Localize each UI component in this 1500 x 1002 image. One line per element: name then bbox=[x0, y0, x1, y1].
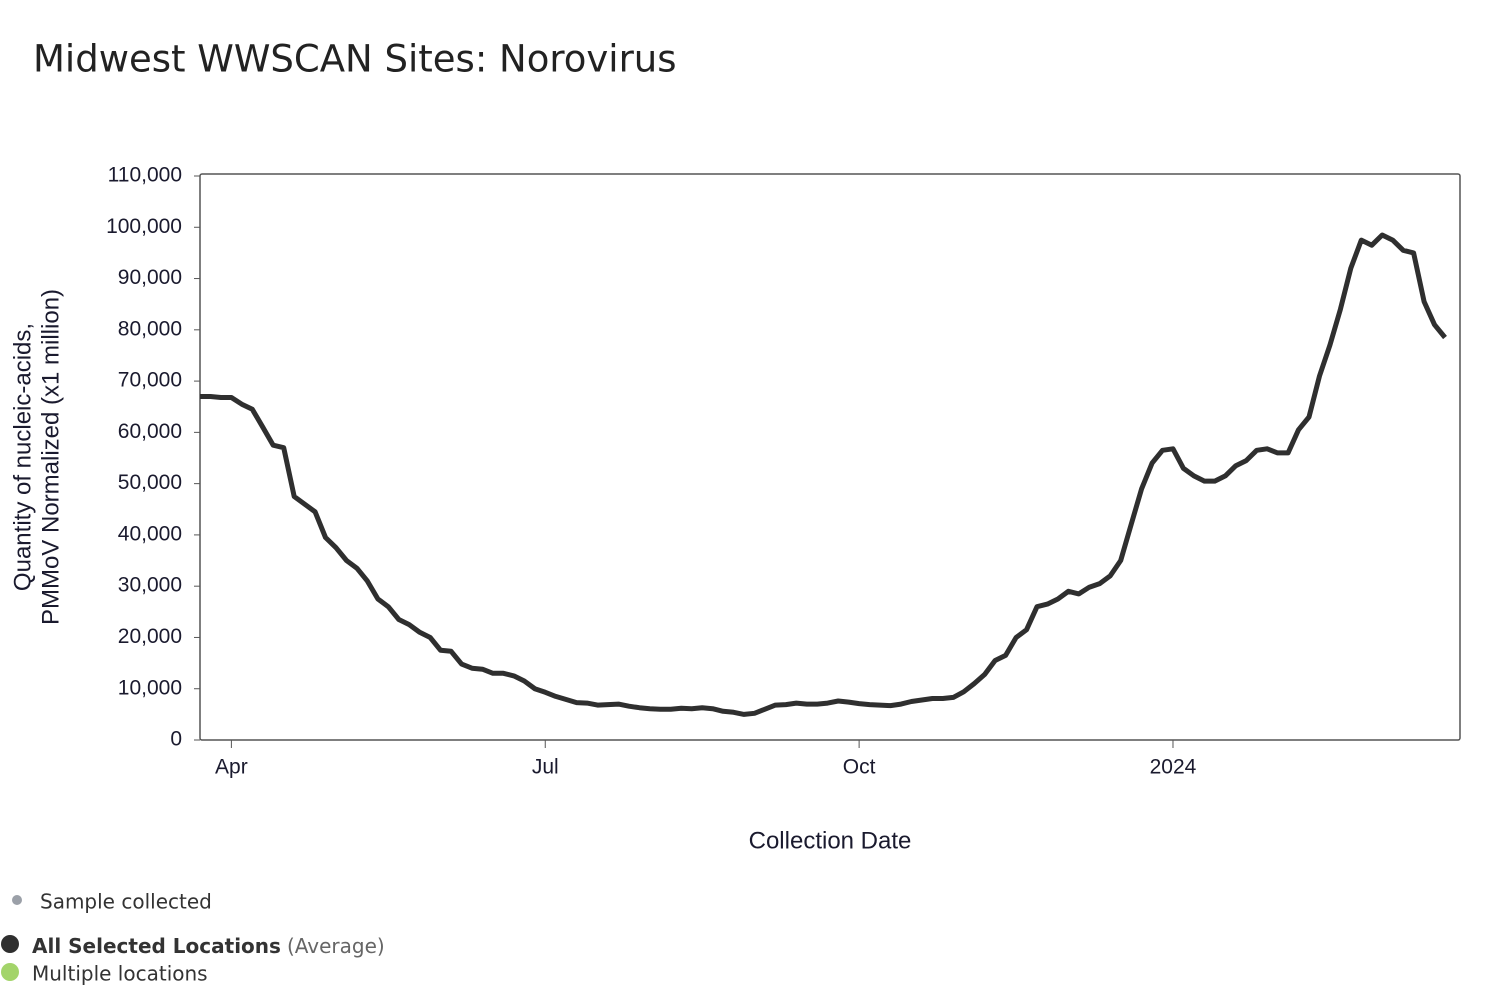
x-tick-label: Jul bbox=[532, 756, 559, 779]
y-tick-label: 110,000 bbox=[108, 164, 182, 187]
x-tick-label: Oct bbox=[843, 756, 876, 779]
legend-label: Multiple locations bbox=[32, 962, 208, 986]
y-tick-label: 0 bbox=[170, 728, 182, 751]
y-axis-label: Quantity of nucleic-acids, bbox=[9, 323, 36, 591]
legend-dot bbox=[1, 963, 19, 981]
data-line bbox=[200, 232, 1447, 717]
y-tick-label: 40,000 bbox=[118, 522, 182, 545]
legend-dot bbox=[12, 895, 22, 905]
y-axis-label: PMMoV Normalized (x1 million) bbox=[37, 289, 64, 625]
y-tick-label: 80,000 bbox=[118, 317, 182, 340]
y-tick-label: 10,000 bbox=[118, 676, 182, 699]
legend-label: All Selected Locations (Average) bbox=[32, 934, 385, 958]
y-tick-label: 60,000 bbox=[118, 420, 182, 443]
y-tick-label: 100,000 bbox=[106, 215, 182, 238]
y-tick-label: 50,000 bbox=[118, 471, 182, 494]
x-tick-label: 2024 bbox=[1150, 756, 1197, 779]
y-tick-label: 30,000 bbox=[118, 574, 182, 597]
plot-frame bbox=[199, 173, 1461, 741]
legend-note: (Average) bbox=[287, 934, 385, 958]
x-axis-label: Collection Date bbox=[749, 827, 912, 854]
y-tick-label: 70,000 bbox=[118, 369, 182, 392]
y-tick-label: 90,000 bbox=[118, 266, 182, 289]
y-tick-label: 20,000 bbox=[118, 625, 182, 648]
legend-label: Sample collected bbox=[40, 890, 212, 914]
x-tick-label: Apr bbox=[215, 756, 248, 779]
chart-title: Midwest WWSCAN Sites: Norovirus bbox=[33, 38, 677, 81]
legend-dot bbox=[1, 935, 19, 953]
legend-series-name: All Selected Locations bbox=[32, 934, 281, 958]
